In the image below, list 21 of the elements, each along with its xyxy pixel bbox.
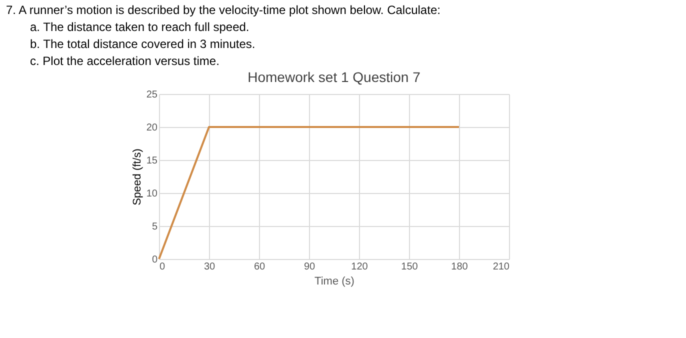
x-tick-label: 0 bbox=[160, 262, 166, 272]
text: a. The distance taken to reach full speed. bbox=[30, 20, 250, 34]
y-tick-label: 10 bbox=[146, 188, 158, 200]
x-tick-label: 210 bbox=[492, 262, 510, 272]
x-axis-title: Time (s) bbox=[314, 276, 354, 288]
chart-title: Homework set 1 Question 7 bbox=[248, 69, 421, 85]
y-tick-label: 0 bbox=[152, 254, 158, 266]
x-tick-label: 30 bbox=[204, 262, 216, 272]
y-tick-label: 20 bbox=[146, 122, 158, 134]
y-axis-title: Speed (ft/s) bbox=[131, 148, 144, 206]
y-tick-label: 25 bbox=[146, 90, 158, 100]
y-tick-label: 5 bbox=[152, 222, 158, 232]
text: 7. A runner’s motion is described by the velocity-time plot shown below. Calculate: bbox=[6, 3, 440, 17]
x-tick-label: 120 bbox=[351, 262, 368, 272]
x-tick-label: 180 bbox=[451, 262, 468, 272]
text: b. The total distance covered in 3 minutes. bbox=[30, 37, 256, 51]
x-tick-label: 150 bbox=[401, 262, 418, 272]
text: c. Plot the acceleration versus time. bbox=[30, 54, 220, 68]
x-tick-label: 90 bbox=[304, 262, 316, 272]
x-tick-label: 60 bbox=[254, 262, 266, 272]
y-tick-label: 15 bbox=[146, 156, 158, 166]
